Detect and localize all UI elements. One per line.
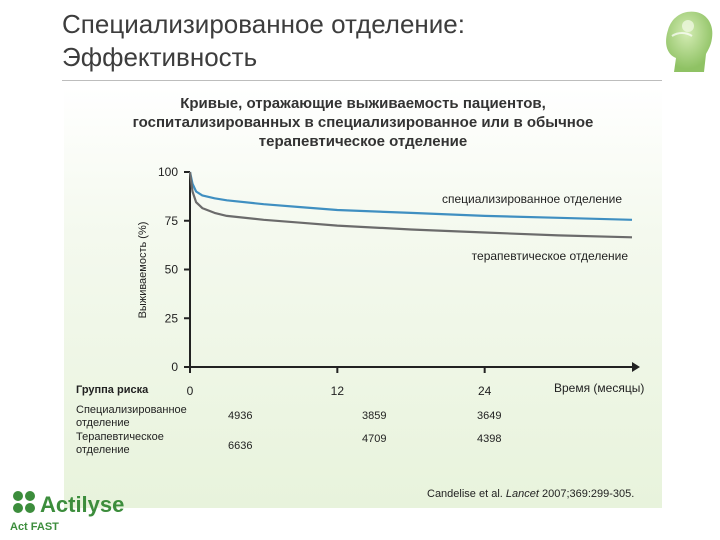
risk-value: 3859	[362, 410, 387, 422]
chart-title-line: Кривые, отражающие выживаемость пациенто…	[180, 95, 546, 112]
chart-title-line: терапевтическое отделение	[258, 133, 468, 150]
risk-value: 6636	[228, 440, 253, 452]
series-label-specialized: специализированное отделение	[442, 192, 622, 206]
chart-title: Кривые, отражающие выживаемость пациенто…	[64, 94, 662, 151]
y-tick-label: 75	[165, 214, 179, 228]
citation-authors: Candelise et al.	[427, 488, 503, 500]
y-tick-label: 25	[165, 311, 179, 325]
x-tick-label: 24	[478, 384, 492, 398]
x-axis-arrow	[632, 362, 640, 372]
y-tick-label: 0	[171, 360, 178, 374]
risk-row-label-line: Терапевтическое	[76, 431, 164, 443]
x-tick-label: 12	[331, 384, 345, 398]
series-line-specialized	[188, 171, 633, 221]
citation-details: 2007;369:299-305.	[541, 488, 635, 500]
chart-panel	[64, 88, 662, 508]
risk-value: 3649	[477, 410, 502, 422]
x-tick-label: 0	[187, 384, 194, 398]
risk-row-label-specialized: Специализированное отделение	[76, 404, 187, 430]
citation: Candelise et al. Lancet 2007;369:299-305…	[427, 488, 634, 500]
slide-title-line1: Специализированное отделение:	[62, 9, 465, 39]
y-tick-label: 50	[165, 263, 179, 277]
risk-value: 4936	[228, 410, 253, 422]
y-axis-label: Выживаемость (%)	[137, 222, 149, 319]
x-axis-label: Время (месяцы)	[554, 381, 644, 395]
risk-row-label-line: отделение	[76, 444, 130, 456]
y-tick-label: 100	[158, 165, 178, 179]
series-label-general: терапевтическое отделение	[472, 249, 629, 263]
risk-table-header: Группа риска	[76, 384, 149, 396]
citation-journal: Lancet	[505, 488, 539, 500]
series-line-general	[188, 171, 633, 239]
risk-value: 4398	[477, 433, 502, 445]
risk-row-label-line: отделение	[76, 417, 130, 429]
brand-name: Actilyse	[40, 492, 124, 517]
x-axis-ticks: 0 12 24	[187, 367, 492, 398]
y-axis-ticks: 0 25 50 75 100	[158, 165, 190, 374]
head-profile-icon	[666, 11, 713, 72]
risk-row-label-line: Специализированное	[76, 404, 187, 416]
chart-title-line: госпитализированных в специализированное…	[132, 114, 594, 131]
slide-title: Специализированное отделение: Эффективно…	[62, 8, 622, 74]
brand-tagline: Act FAST	[10, 521, 59, 533]
molecule-icon	[13, 491, 35, 513]
risk-row-label-general: Терапевтическое отделение	[76, 431, 164, 457]
actilyse-logo: Actilyse Act FAST	[10, 491, 124, 533]
risk-value: 4709	[362, 433, 387, 445]
title-divider	[62, 80, 662, 81]
slide-title-line2: Эффективность	[62, 42, 258, 72]
